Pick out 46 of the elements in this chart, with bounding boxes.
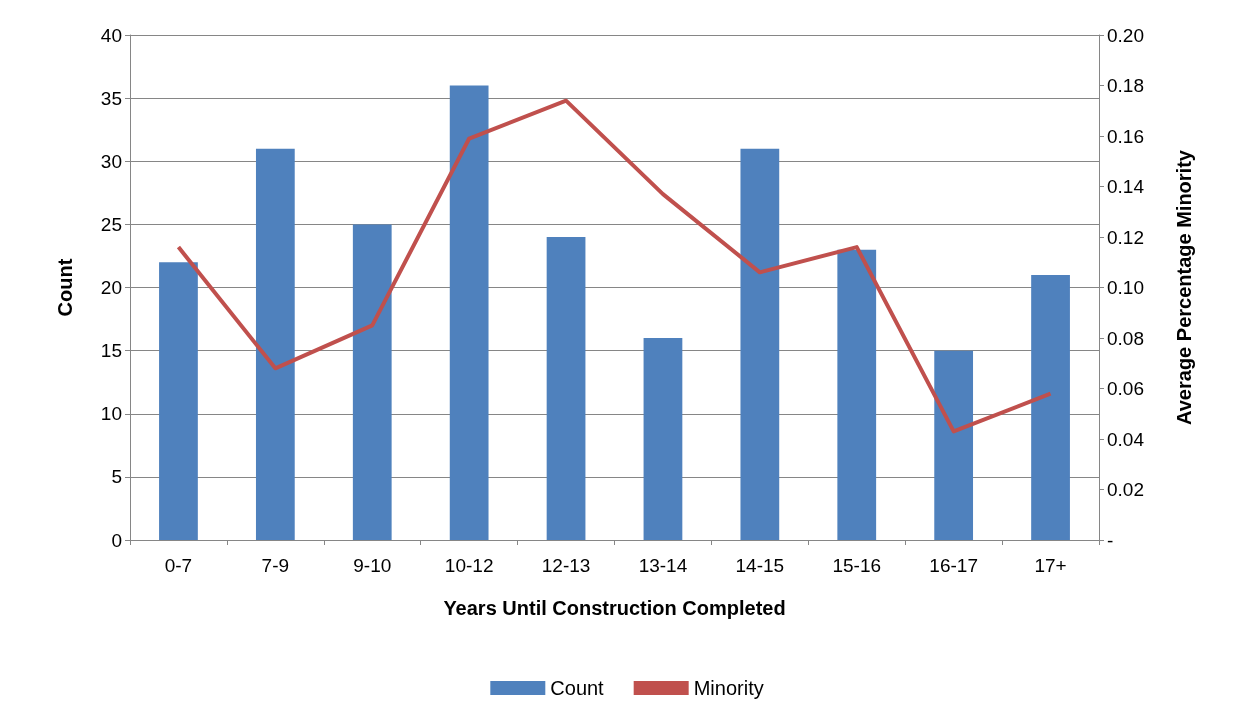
- y-tick-label: 15: [100, 340, 122, 362]
- x-tick-label: 13-14: [638, 555, 688, 576]
- bar: [159, 262, 198, 540]
- y-tick-label: 0: [111, 529, 122, 551]
- y-tick-label: 30: [100, 150, 122, 172]
- y-tick-label: 10: [100, 403, 122, 425]
- x-axis-title: Years Until Construction Completed: [443, 597, 786, 619]
- line-series: [176, 98, 1053, 434]
- bar: [643, 338, 683, 540]
- y-tick-label: 20: [100, 277, 122, 298]
- x-tick-label: 16-17: [929, 555, 978, 576]
- x-tick-label: 10-12: [444, 555, 494, 576]
- y2-tick-label: 0.18: [1107, 75, 1144, 96]
- y2-tick-label: 0.16: [1107, 125, 1144, 147]
- bar: [740, 148, 780, 540]
- x-tick-label: 15-16: [832, 555, 882, 576]
- bar: [352, 224, 392, 540]
- y2-tick-label: 0.06: [1107, 378, 1144, 399]
- x-tick-label: 9-10: [353, 555, 392, 576]
- y2-tick-label: 0.08: [1107, 327, 1144, 349]
- y-tick-label: 5: [111, 466, 122, 488]
- y2-tick-label: 0.10: [1107, 277, 1144, 298]
- x-tick-label: 0-7: [164, 555, 193, 576]
- y2-tick-label: -: [1107, 529, 1114, 551]
- y-tick-label: 35: [100, 87, 122, 109]
- y2-tick-label: 0.14: [1107, 176, 1145, 197]
- y2-axis-title: Average Percentage Minority: [1173, 149, 1195, 425]
- x-tick-label: 14-15: [735, 555, 785, 576]
- y-tick-label: 25: [100, 213, 122, 235]
- legend-label: Count: [550, 677, 605, 699]
- y-axis-title: Count: [54, 258, 76, 317]
- y2-tick-label: 0.04: [1107, 428, 1145, 450]
- bar: [449, 85, 489, 540]
- x-tick-label: 7-9: [261, 555, 290, 576]
- bar: [255, 148, 295, 540]
- y2-tick-label: 0.20: [1107, 24, 1144, 46]
- x-tick-label: 12-13: [541, 555, 591, 576]
- legend-label: Minority: [693, 677, 764, 699]
- y2-tick-label: 0.12: [1107, 226, 1144, 248]
- y-tick-label: 40: [100, 24, 122, 46]
- y2-tick-label: 0.02: [1107, 479, 1144, 500]
- bar: [837, 249, 877, 540]
- bar: [1031, 274, 1070, 540]
- x-tick-label: 17+: [1034, 555, 1067, 576]
- bar: [934, 350, 974, 540]
- bar: [546, 237, 586, 540]
